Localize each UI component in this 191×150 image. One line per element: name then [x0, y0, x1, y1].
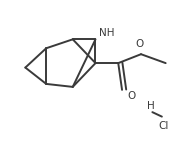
Text: O: O	[128, 91, 136, 101]
Text: Cl: Cl	[159, 121, 169, 130]
Text: O: O	[135, 39, 143, 49]
Text: H: H	[147, 101, 154, 111]
Text: NH: NH	[99, 28, 115, 38]
